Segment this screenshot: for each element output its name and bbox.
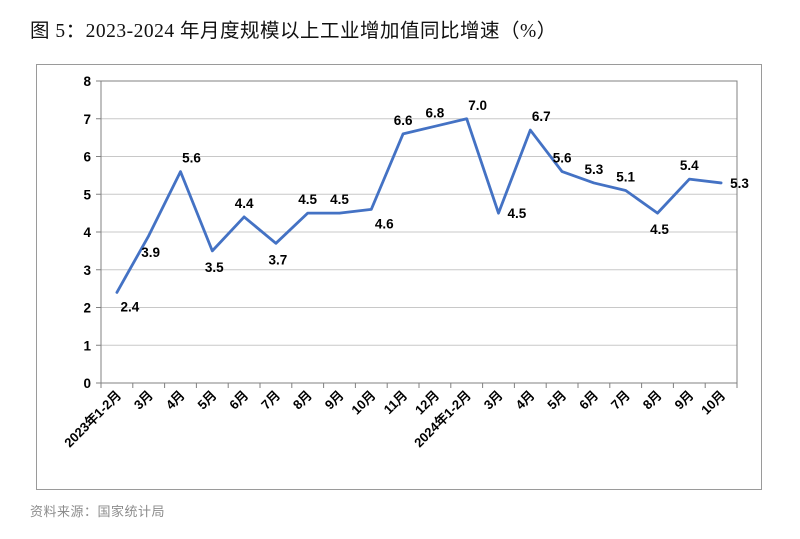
x-axis-label: 3月: [131, 388, 156, 413]
data-label: 6.8: [426, 105, 445, 120]
x-axis-label: 4月: [163, 388, 188, 413]
x-axis-label: 2023年1-2月: [61, 388, 124, 451]
source-note: 资料来源：国家统计局: [30, 504, 166, 519]
x-axis-label: 9月: [672, 388, 697, 413]
data-label: 4.4: [235, 196, 254, 211]
data-label: 3.7: [269, 252, 288, 267]
data-label: 3.9: [141, 245, 160, 260]
y-axis-label: 1: [83, 338, 91, 353]
y-axis-label: 2: [83, 301, 91, 316]
x-axis-label: 4月: [513, 388, 538, 413]
plot-border: [100, 80, 738, 384]
data-line: [115, 117, 723, 294]
x-axis-label: 5月: [195, 388, 220, 413]
x-axis-label: 7月: [608, 388, 633, 413]
x-axis-label: 6月: [576, 388, 601, 413]
data-label: 7.0: [468, 98, 487, 113]
y-axis-label: 7: [83, 112, 91, 127]
x-axis-label: 10月: [698, 388, 728, 418]
chart-title: 图 5：2023-2024 年月度规模以上工业增加值同比增速（%）: [30, 21, 557, 42]
data-label: 5.6: [182, 151, 201, 166]
x-axis-label: 3月: [481, 388, 506, 413]
data-label: 5.3: [585, 162, 604, 177]
y-axis-label: 8: [83, 74, 91, 89]
x-axis-label: 6月: [226, 388, 251, 413]
x-axis-label: 8月: [290, 388, 315, 413]
chart-container: 0 1 2 3 4 5 6 7 8 2023年1-2月 3月 4月 5月 6月 7月 8月 9月 10月 11月 12…: [36, 64, 762, 490]
data-label: 5.4: [680, 158, 699, 173]
data-label: 3.5: [205, 260, 224, 275]
x-axis-label: 10月: [348, 388, 378, 418]
data-label: 2.4: [121, 299, 140, 314]
data-label: 4.5: [298, 192, 317, 207]
data-label: 4.5: [508, 206, 527, 221]
x-axis-label: 5月: [544, 388, 569, 413]
data-label: 4.6: [375, 216, 394, 231]
x-axis-label: 9月: [322, 388, 347, 413]
x-axis-label: 2024年1-2月: [411, 388, 474, 451]
data-label: 6.7: [532, 109, 551, 124]
data-label: 4.5: [650, 222, 669, 237]
y-axis-label: 0: [83, 376, 91, 391]
data-label: 5.3: [730, 176, 749, 191]
data-label: 5.6: [553, 151, 572, 166]
x-axis-label: 8月: [640, 388, 665, 413]
x-axis-label: 11月: [381, 388, 411, 418]
y-axis-label: 4: [83, 225, 91, 240]
y-axis-label: 3: [83, 263, 91, 278]
data-label: 5.1: [616, 169, 635, 184]
data-label: 4.5: [330, 192, 349, 207]
y-axis-label: 5: [83, 187, 91, 202]
x-axis-label: 7月: [258, 388, 283, 413]
y-axis-label: 6: [83, 150, 91, 165]
data-label: 6.6: [394, 113, 413, 128]
